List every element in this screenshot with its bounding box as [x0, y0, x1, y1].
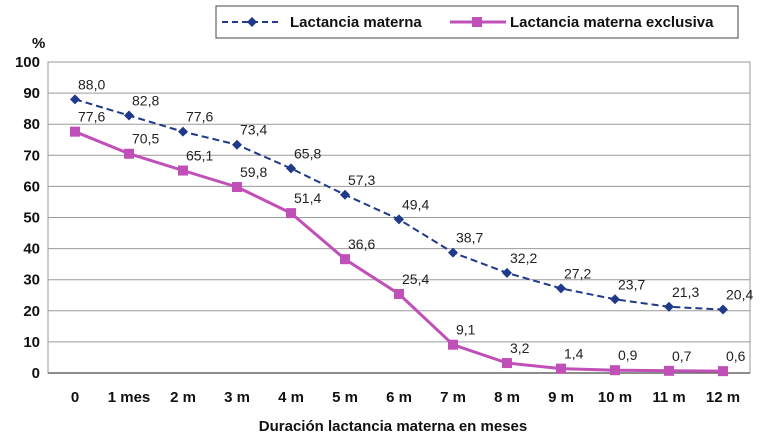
- y-tick-label-100: 100: [15, 54, 40, 71]
- y-tick-label-80: 80: [23, 116, 40, 133]
- y-tick-label-70: 70: [23, 147, 40, 164]
- point-s1-4: [286, 208, 296, 219]
- y-tick-label-0: 0: [32, 365, 40, 382]
- x-axis-title: Duración lactancia materna en meses: [259, 418, 527, 435]
- data-label-s0-0: 88,0: [78, 76, 105, 92]
- series: [70, 94, 728, 377]
- data-label-s1-1: 70,5: [132, 131, 159, 147]
- data-label-s1-0: 77,6: [78, 109, 105, 125]
- x-tick-label-1: 1 mes: [108, 389, 151, 406]
- data-label-s0-3: 73,4: [240, 122, 267, 138]
- point-s1-6: [394, 289, 404, 300]
- point-s0-5: [340, 189, 350, 200]
- point-s1-11: [664, 365, 674, 376]
- data-label-s1-6: 25,4: [402, 271, 429, 287]
- data-label-s0-10: 23,7: [618, 276, 645, 292]
- point-s1-5: [340, 254, 350, 265]
- axes: 0 10 20 30 40 50 60 70 80 90 100 0 1 mes 2 m 3 m 4 m 5 m…: [15, 54, 750, 406]
- y-axis-title: %: [32, 35, 45, 52]
- data-label-s1-12: 0,6: [726, 348, 746, 364]
- point-s1-8: [502, 358, 512, 369]
- point-s0-2: [178, 126, 188, 137]
- data-labels: 88,0 82,8 77,6 73,4 65,8 57,3 49,4 38,7 32,2 27,2…: [78, 76, 753, 364]
- data-label-s1-4: 51,4: [294, 190, 321, 206]
- data-label-s0-12: 20,4: [726, 287, 753, 303]
- x-tick-label-11: 11 m: [652, 389, 685, 406]
- data-label-s0-11: 21,3: [672, 284, 699, 300]
- point-s0-6: [394, 214, 404, 225]
- y-tick-label-30: 30: [23, 272, 40, 289]
- data-label-s0-5: 57,3: [348, 172, 375, 188]
- point-s1-12: [718, 366, 728, 377]
- legend-marker-lactancia-materna: [247, 17, 257, 27]
- x-tick-label-10: 10 m: [598, 389, 632, 406]
- x-tick-label-2: 2 m: [170, 389, 196, 406]
- point-s1-10: [610, 365, 620, 376]
- legend-label-lactancia-materna-exclusiva: Lactancia materna exclusiva: [510, 14, 714, 31]
- point-s1-3: [232, 182, 242, 193]
- point-s0-9: [556, 283, 566, 294]
- y-tick-label-60: 60: [23, 178, 40, 195]
- y-tick-label-20: 20: [23, 303, 40, 320]
- data-label-s0-2: 77,6: [186, 109, 213, 125]
- y-tick-label-90: 90: [23, 85, 40, 102]
- legend-marker-lactancia-materna-exclusiva: [472, 17, 482, 27]
- point-s1-2: [178, 165, 188, 176]
- point-s0-12: [718, 304, 728, 315]
- point-s0-7: [448, 247, 458, 258]
- point-s0-4: [286, 163, 296, 174]
- y-tick-label-50: 50: [23, 210, 40, 227]
- point-s0-3: [232, 139, 242, 150]
- y-tick-label-40: 40: [23, 241, 40, 258]
- data-label-s1-3: 59,8: [240, 164, 267, 180]
- x-tick-label-9: 9 m: [548, 389, 574, 406]
- x-tick-label-8: 8 m: [494, 389, 520, 406]
- data-label-s1-11: 0,7: [672, 348, 692, 364]
- data-label-s1-8: 3,2: [510, 340, 530, 356]
- data-label-s1-2: 65,1: [186, 148, 213, 164]
- x-tick-label-7: 7 m: [440, 389, 466, 406]
- data-label-s1-5: 36,6: [348, 236, 375, 252]
- point-s0-0: [70, 94, 80, 105]
- x-tick-label-6: 6 m: [386, 389, 412, 406]
- data-label-s1-7: 9,1: [456, 322, 476, 338]
- x-tick-label-5: 5 m: [332, 389, 358, 406]
- y-tick-label-10: 10: [23, 334, 40, 351]
- point-s1-1: [124, 148, 134, 159]
- point-s0-10: [610, 294, 620, 305]
- legend: Lactancia materna Lactancia materna excl…: [215, 5, 739, 39]
- data-label-s0-6: 49,4: [402, 196, 429, 212]
- point-s1-9: [556, 363, 566, 374]
- point-s1-0: [70, 126, 80, 137]
- point-s0-8: [502, 267, 512, 278]
- x-tick-label-12: 12 m: [706, 389, 740, 406]
- data-label-s1-10: 0,9: [618, 347, 638, 363]
- data-label-s0-9: 27,2: [564, 265, 591, 281]
- legend-label-lactancia-materna: Lactancia materna: [290, 14, 422, 31]
- data-label-s0-7: 38,7: [456, 230, 483, 246]
- x-tick-label-4: 4 m: [278, 389, 304, 406]
- data-label-s1-9: 1,4: [564, 346, 584, 362]
- point-s1-7: [448, 339, 458, 350]
- point-s0-11: [664, 301, 674, 312]
- data-label-s0-4: 65,8: [294, 145, 321, 161]
- data-label-s0-1: 82,8: [132, 92, 159, 108]
- point-s0-1: [124, 110, 134, 121]
- x-tick-label-0: 0: [71, 389, 79, 406]
- series-line-1: [74, 130, 724, 373]
- data-label-s0-8: 32,2: [510, 250, 537, 266]
- x-tick-label-3: 3 m: [224, 389, 250, 406]
